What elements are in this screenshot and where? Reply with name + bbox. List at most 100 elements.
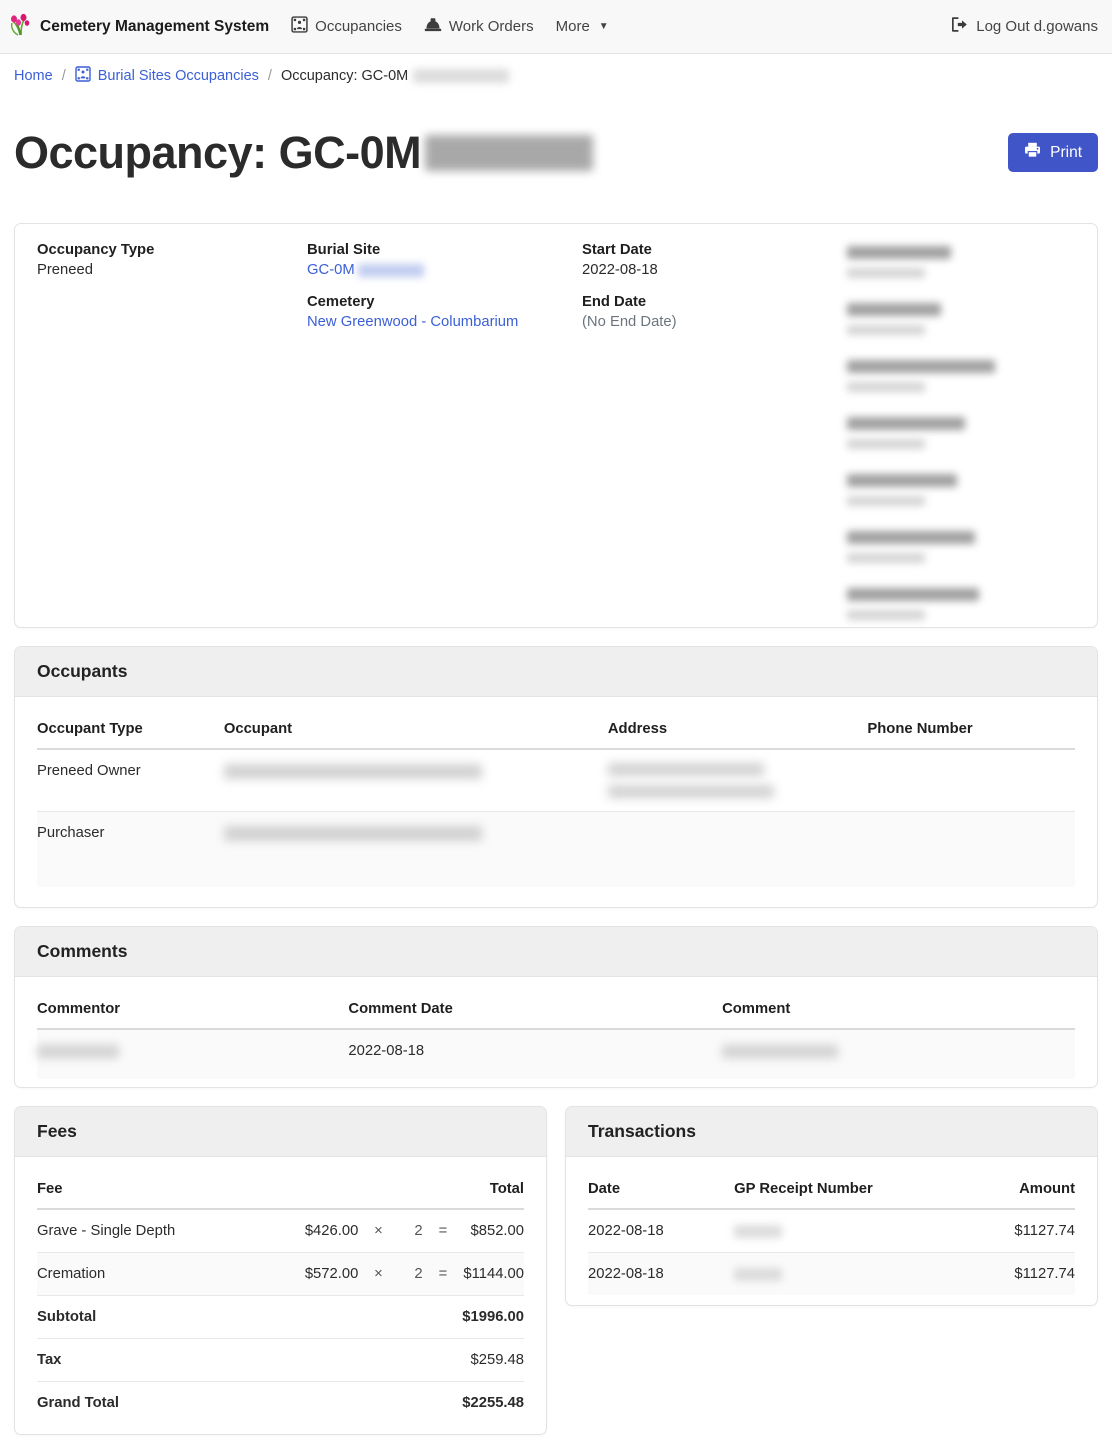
field-cemetery-value[interactable]: New Greenwood - Columbarium: [307, 314, 519, 331]
occupant-phone-cell: [867, 749, 1075, 813]
fee-qty-cell: 2: [398, 1252, 439, 1297]
occupant-name-cell: [223, 749, 608, 813]
logout-label: Log Out d.gowans: [976, 18, 1098, 35]
field-occupancy-type: Occupancy Type Preneed: [37, 242, 307, 278]
comments-table: Commentor Comment Date Comment 2022-08-1…: [37, 991, 1075, 1080]
subtotal-value: $1996.00: [438, 1295, 524, 1340]
redacted-receipt-number: [734, 1267, 783, 1281]
redacted-field-funeral-home: [847, 417, 1075, 450]
comments-col-commentor: Commentor: [37, 991, 349, 1031]
nav-item-more-label: More: [555, 18, 590, 35]
fee-unit-cell: $572.00: [272, 1252, 359, 1297]
breadcrumb-separator: /: [61, 68, 66, 84]
logout-button[interactable]: Log Out d.gowans: [951, 17, 1098, 36]
fee-total-value: $852.00: [470, 1223, 525, 1240]
nav-item-more[interactable]: More ▼: [556, 18, 609, 35]
table-row[interactable]: Cremation $572.00 × 2 = $1144.00: [37, 1252, 524, 1297]
comment-cell: [722, 1029, 1075, 1080]
occupancy-detail-grid: Occupancy Type Preneed Burial Site GC-0M…: [15, 224, 1097, 627]
nav-item-occupancies[interactable]: Occupancies: [291, 16, 402, 37]
nav-item-occupancies-label: Occupancies: [315, 18, 402, 35]
tax-row: Tax $259.48: [37, 1338, 524, 1383]
fee-qty-cell: 2: [398, 1209, 439, 1254]
redacted-breadcrumb-id: [413, 69, 510, 83]
field-cemetery-label: Cemetery: [307, 294, 375, 311]
redacted-burial-site-id: [357, 263, 424, 277]
fee-equals-cell: =: [438, 1266, 448, 1283]
transactions-col-date: Date: [588, 1171, 735, 1211]
print-button-label: Print: [1050, 143, 1082, 161]
top-navbar: Cemetery Management System Occupancies: [0, 0, 1112, 54]
transaction-receipt-cell: [734, 1209, 939, 1254]
detail-column-redacted: [847, 242, 1075, 627]
navbar-right: Log Out d.gowans: [951, 17, 1098, 36]
brand[interactable]: Cemetery Management System: [10, 11, 269, 42]
comments-card: Comments Commentor Comment Date Comment …: [14, 926, 1098, 1089]
occupant-address-cell: [607, 749, 868, 813]
occupants-col-phone: Phone Number: [867, 711, 1075, 751]
burial-site-icon: [291, 16, 308, 37]
table-row[interactable]: 2022-08-18 $1127.74: [588, 1209, 1075, 1254]
tax-value: $259.48: [438, 1338, 524, 1383]
transactions-card: Transactions Date GP Receipt Number Amou…: [565, 1106, 1098, 1307]
field-burial-site-value[interactable]: GC-0M: [307, 262, 582, 278]
fee-unit-cell: $426.00: [272, 1209, 359, 1254]
comment-date-cell: 2022-08-18: [348, 1029, 723, 1080]
fees-column: Fees Fee Total Grave - Single Depth $426…: [0, 1106, 556, 1453]
nav-item-work-orders[interactable]: Work Orders: [424, 17, 534, 37]
transaction-amount-cell: $1127.74: [938, 1209, 1075, 1254]
grand-total-row: Grand Total $2255.48: [37, 1382, 524, 1425]
occupants-col-address: Address: [607, 711, 868, 751]
brand-label: Cemetery Management System: [40, 17, 270, 35]
fees-body: Fee Total Grave - Single Depth $426.00 ×…: [15, 1157, 546, 1434]
fee-equals-cell: =: [438, 1223, 448, 1240]
breadcrumb-separator-2: /: [267, 68, 272, 84]
occupants-title: Occupants: [15, 647, 1097, 698]
bottom-columns: Fees Fee Total Grave - Single Depth $426…: [0, 1106, 1112, 1453]
transactions-column: Transactions Date GP Receipt Number Amou…: [556, 1106, 1112, 1453]
fees-card: Fees Fee Total Grave - Single Depth $426…: [14, 1106, 547, 1436]
detail-column-2: Burial Site GC-0M Cemetery New Greenwood…: [307, 242, 582, 627]
field-end-date-value: (No End Date): [582, 314, 677, 331]
comments-body: Commentor Comment Date Comment 2022-08-1…: [15, 977, 1097, 1087]
transactions-col-receipt: GP Receipt Number: [734, 1171, 939, 1211]
table-row[interactable]: Purchaser: [37, 811, 1075, 888]
field-start-date: Start Date 2022-08-18: [582, 242, 847, 278]
redacted-field-committal-type: [847, 588, 1075, 621]
table-row[interactable]: 2022-08-18 $1127.74: [588, 1252, 1075, 1296]
chevron-down-icon: ▼: [598, 21, 609, 32]
comments-col-comment-date: Comment Date: [348, 991, 723, 1031]
printer-icon: [1024, 142, 1041, 163]
table-row[interactable]: Preneed Owner: [37, 749, 1075, 813]
breadcrumb-item-burial-sites-occupancies[interactable]: Burial Sites Occupancies: [75, 66, 259, 86]
commentor-cell: [37, 1029, 349, 1080]
hard-hat-icon: [424, 17, 442, 37]
redacted-field-death-age: [847, 303, 1075, 336]
occupants-col-occupant-type: Occupant Type: [37, 711, 224, 751]
transactions-header-row: Date GP Receipt Number Amount: [588, 1171, 1075, 1211]
occupant-phone-cell: [867, 811, 1075, 888]
occupant-type-cell: Preneed Owner: [37, 749, 224, 813]
tax-label: Tax: [37, 1338, 439, 1383]
print-button[interactable]: Print: [1008, 133, 1098, 173]
page-title: Occupancy: GC-0M: [14, 130, 594, 175]
transactions-title: Transactions: [566, 1107, 1097, 1158]
occupants-col-occupant: Occupant: [223, 711, 608, 751]
table-row[interactable]: 2022-08-18: [37, 1029, 1075, 1080]
breadcrumb-burial-sites-label: Burial Sites Occupancies: [97, 68, 259, 84]
nav-item-work-orders-label: Work Orders: [448, 18, 534, 35]
fees-col-total: Total: [438, 1171, 524, 1211]
detail-column-1: Occupancy Type Preneed: [37, 242, 307, 627]
redacted-occupant-name: [223, 763, 482, 779]
fees-col-fee: Fee: [37, 1171, 439, 1211]
breadcrumb-item-home[interactable]: Home: [14, 68, 53, 84]
occupancy-detail-card: Occupancy Type Preneed Burial Site GC-0M…: [14, 223, 1098, 629]
burial-site-value-text: GC-0M: [307, 262, 355, 279]
logout-icon: [951, 17, 968, 36]
occupant-name-cell: [223, 811, 608, 888]
table-row[interactable]: Grave - Single Depth $426.00 × 2 = $852.…: [37, 1209, 525, 1254]
grand-total-value: $2255.48: [462, 1395, 524, 1412]
occupant-address-cell: [607, 811, 868, 888]
fees-header-row: Fee Total: [37, 1171, 524, 1211]
transactions-col-amount: Amount: [938, 1171, 1075, 1211]
